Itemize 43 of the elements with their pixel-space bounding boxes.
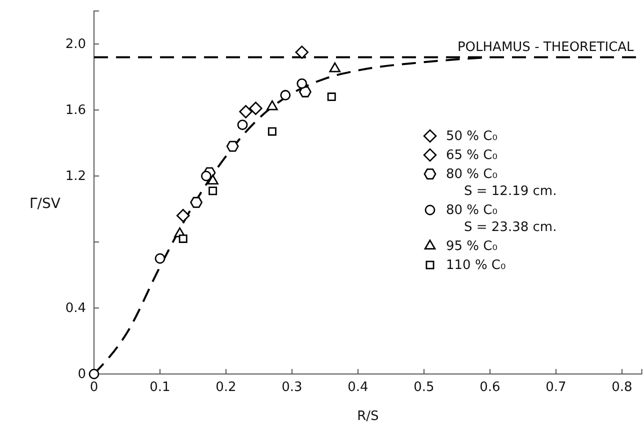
x-tick-label: 0.5: [414, 380, 434, 396]
legend-label: 80 % C₀ S = 23.38 cm.: [446, 203, 557, 235]
x-tick-label: 0.8: [612, 380, 632, 396]
point: [295, 46, 309, 59]
y-tick-label: 1.2: [65, 169, 86, 184]
point: [208, 186, 218, 196]
x-tick-label: 0.2: [216, 380, 236, 396]
legend-label: 95 % C₀: [446, 239, 498, 254]
point: [226, 140, 239, 152]
legend-label: 50 % C₀: [446, 129, 498, 144]
x-tick-label: 0.3: [282, 380, 302, 396]
x-tick-label: 0.7: [546, 380, 566, 396]
point: [237, 120, 248, 130]
point: [239, 105, 252, 118]
point: [154, 253, 166, 264]
point: [249, 102, 262, 115]
y-tick-label: 0: [78, 367, 86, 382]
point: [207, 174, 218, 185]
point: [88, 368, 100, 380]
y-tick-label: 1.6: [65, 103, 86, 118]
y-axis-title: Γ/SV: [30, 196, 61, 212]
y-tick-label: 0.4: [65, 301, 86, 316]
legend-label: 110 % C₀: [446, 258, 506, 273]
point: [299, 86, 312, 98]
point: [178, 234, 188, 243]
point: [296, 78, 308, 89]
x-tick-label: 0.4: [348, 380, 368, 396]
legend-label: 65 % C₀: [446, 148, 498, 163]
y-tick-label: 2.0: [65, 37, 86, 52]
x-tick-label: 0: [90, 380, 98, 396]
point: [280, 90, 291, 100]
ref-line-label: POLHAMUS - THEORETICAL: [457, 40, 635, 56]
point: [266, 100, 278, 110]
x-axis-title: R/S: [357, 409, 379, 424]
x-tick-label: 0.6: [480, 380, 500, 396]
point: [190, 196, 202, 208]
point: [329, 62, 341, 72]
point: [176, 208, 190, 222]
point: [200, 170, 212, 182]
x-tick-label: 0.1: [150, 380, 170, 396]
point: [327, 92, 336, 102]
point: [268, 127, 276, 136]
legend-label: 80 % C₀ S = 12.19 cm.: [446, 167, 557, 199]
